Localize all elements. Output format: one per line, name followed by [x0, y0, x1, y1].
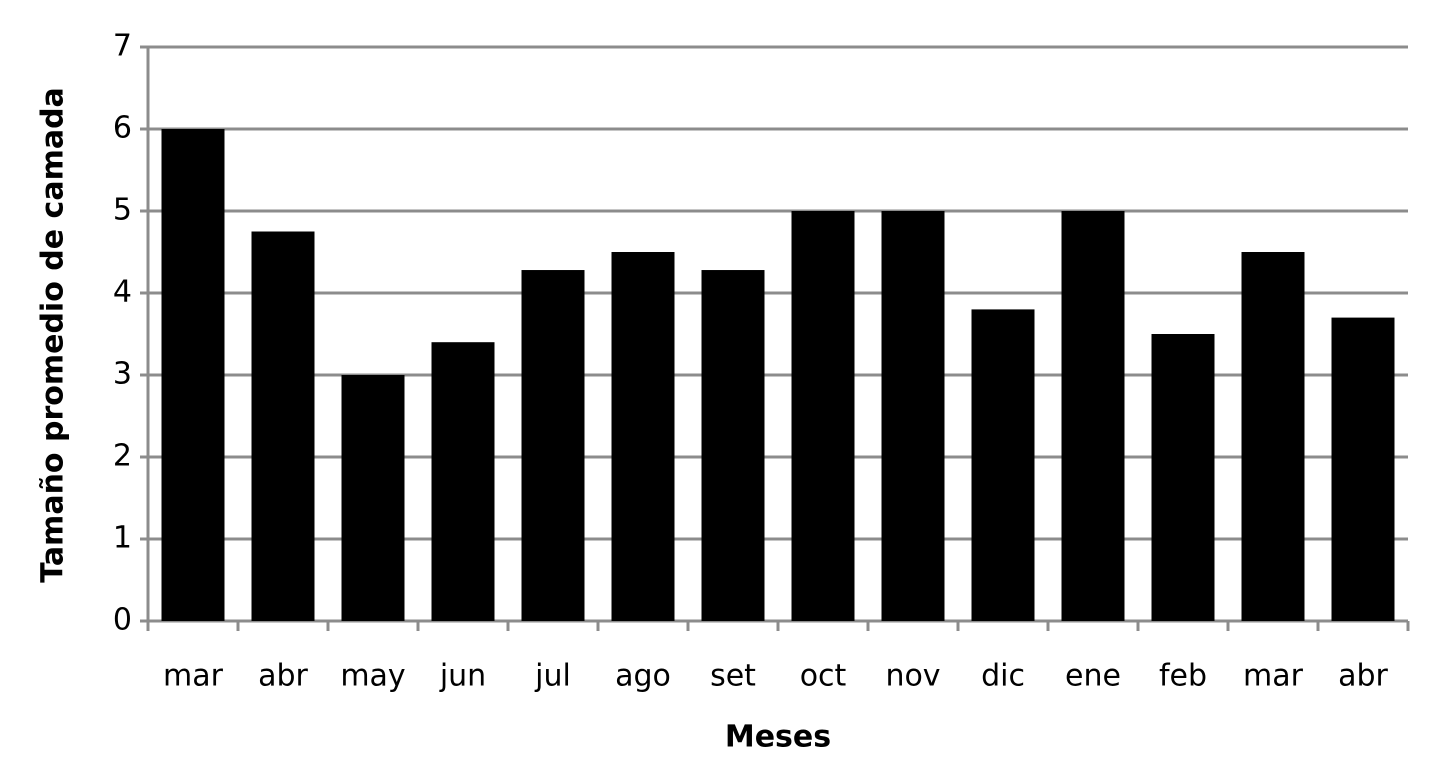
x-tick-label: feb: [1159, 659, 1207, 694]
x-tick-label: dic: [981, 659, 1025, 694]
x-tick-label: jul: [534, 659, 571, 694]
y-tick-label: 6: [113, 111, 132, 146]
y-axis-title: Tamaño promedio de camada: [36, 87, 71, 583]
y-tick-label: 0: [113, 603, 132, 638]
x-tick-label: ago: [615, 659, 671, 694]
y-tick-label: 2: [113, 439, 132, 474]
x-tick-label: nov: [885, 659, 940, 694]
bar: [1241, 252, 1305, 621]
bar: [791, 211, 855, 621]
bar: [1331, 317, 1395, 621]
x-tick-label: abr: [1338, 659, 1388, 694]
y-tick-label: 5: [113, 193, 132, 228]
y-tick-label: 7: [113, 29, 132, 64]
y-tick-label: 4: [113, 275, 132, 310]
x-tick-label: mar: [1243, 659, 1304, 694]
x-tick-label: abr: [258, 659, 308, 694]
bar: [611, 252, 675, 621]
bar: [971, 309, 1035, 621]
bar: [701, 270, 765, 621]
bar: [881, 211, 945, 621]
x-axis-title: Meses: [725, 720, 831, 755]
y-tick-label: 1: [113, 521, 132, 556]
x-tick-label: may: [340, 659, 405, 694]
bar: [521, 270, 585, 621]
x-tick-label: ene: [1065, 659, 1121, 694]
bar: [431, 342, 495, 621]
bar: [161, 129, 225, 621]
y-tick-label: 3: [113, 357, 132, 392]
x-tick-label: set: [710, 659, 756, 694]
bar: [341, 375, 405, 621]
bar: [251, 231, 315, 621]
x-tick-label: oct: [800, 659, 847, 694]
x-tick-label: mar: [163, 659, 224, 694]
bar: [1061, 211, 1125, 621]
x-tick-label: jun: [439, 659, 486, 694]
bar: [1151, 334, 1215, 621]
